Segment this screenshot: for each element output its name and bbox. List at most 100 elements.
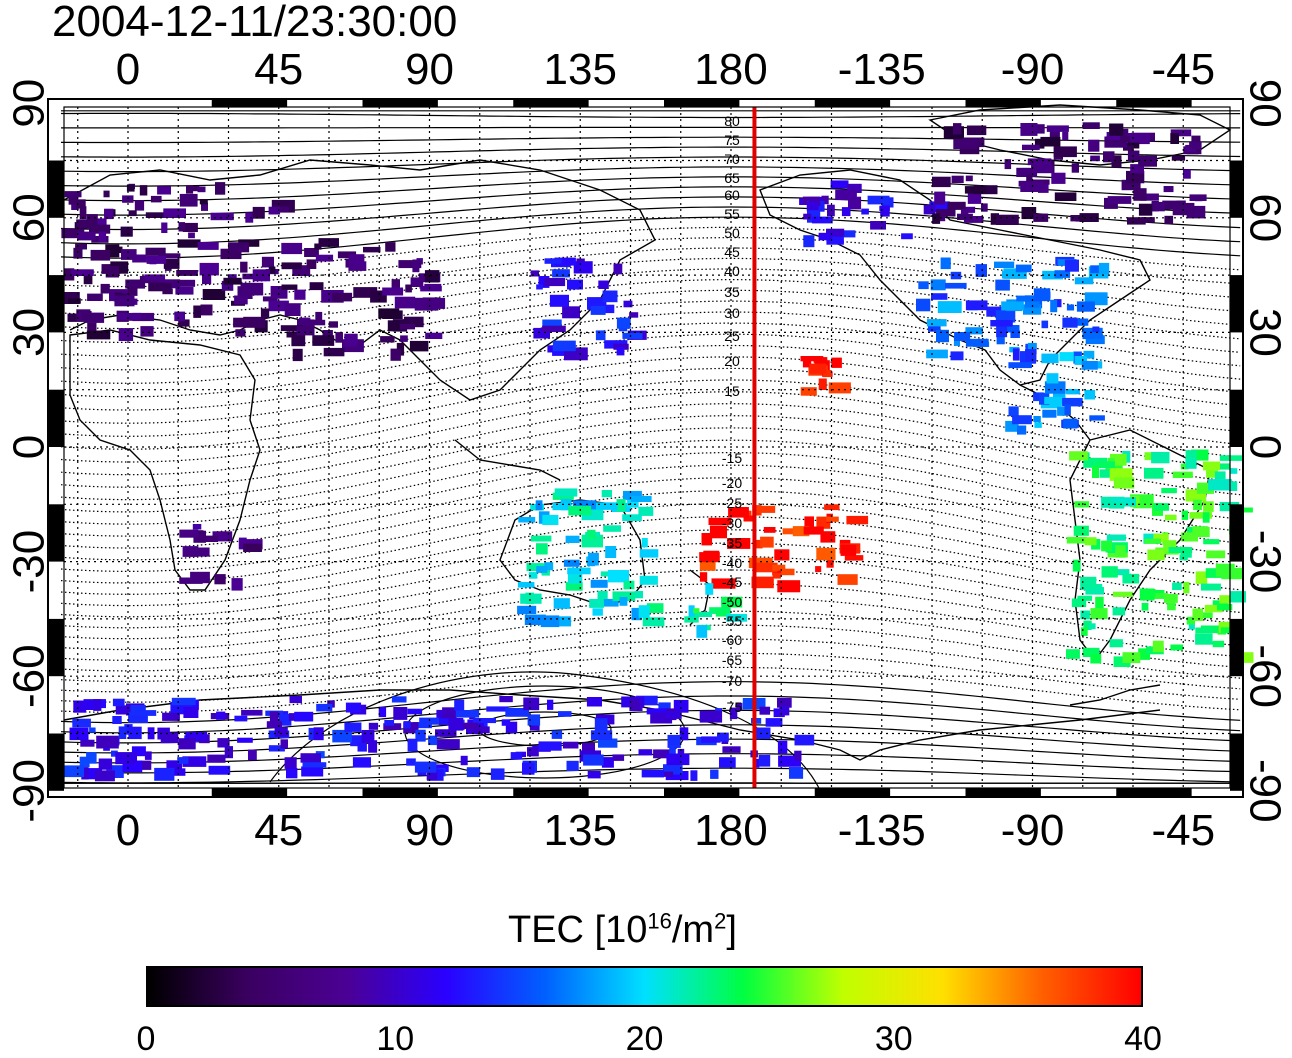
colorbar-tick-label: 0	[137, 1021, 156, 1057]
tec-cell	[868, 196, 890, 205]
tec-cell	[1085, 537, 1097, 545]
tec-cell	[145, 751, 152, 760]
tec-cell	[1165, 515, 1177, 521]
tec-cell	[1072, 163, 1079, 172]
tec-cell	[1082, 361, 1098, 370]
tec-cell	[154, 768, 174, 781]
tec-cell	[801, 387, 817, 396]
right-lat-tick: 90	[1241, 79, 1290, 128]
tec-cell	[1075, 277, 1094, 284]
tec-cell	[951, 351, 964, 360]
tec-cell	[1080, 213, 1099, 222]
frame-bar	[363, 788, 438, 797]
tec-cell	[591, 730, 612, 740]
tec-cell	[188, 233, 195, 239]
contour-line	[61, 653, 1240, 702]
contour-line	[61, 584, 1240, 650]
left-lat-tick: -30	[4, 530, 53, 594]
tec-cell	[395, 297, 415, 309]
tec-cell	[1054, 146, 1077, 157]
tec-cell	[114, 296, 134, 307]
tec-cell	[703, 551, 719, 561]
left-lat-tick: 30	[4, 308, 53, 357]
tec-cell	[115, 752, 137, 764]
tec-cell	[588, 771, 601, 779]
tec-cell	[344, 723, 361, 732]
tec-cell	[163, 208, 186, 218]
contour-label: -40	[722, 555, 742, 571]
tec-cell	[1122, 574, 1139, 584]
tec-cell	[518, 582, 535, 588]
tec-data-points	[61, 122, 1253, 781]
tec-cell	[178, 239, 201, 247]
top-lon-tick: -135	[838, 45, 926, 94]
tec-cell	[826, 517, 839, 522]
tec-cell	[642, 770, 664, 778]
tec-cell	[140, 326, 153, 337]
tec-cell	[267, 721, 282, 728]
tec-cell	[558, 711, 572, 717]
tec-cell	[518, 517, 535, 523]
tec-cell	[995, 280, 1010, 291]
tec-cell	[838, 574, 858, 585]
tec-cell	[1109, 502, 1124, 508]
contour-line	[61, 465, 1240, 548]
tec-cell	[622, 514, 642, 521]
frame-bar	[664, 99, 739, 107]
tec-cell	[177, 757, 188, 764]
tec-cell	[323, 330, 333, 336]
tec-cell	[523, 698, 539, 711]
bottom-lon-tick: 90	[405, 806, 454, 855]
contour-label: 20	[724, 353, 740, 369]
tec-cell	[1081, 627, 1088, 636]
tec-cell	[1013, 348, 1020, 360]
tec-cell	[1080, 611, 1090, 620]
tec-cell	[684, 616, 698, 622]
tec-cell	[99, 232, 106, 242]
tec-cell	[119, 328, 133, 341]
tec-cell	[1144, 539, 1161, 544]
tec-cell	[415, 762, 437, 773]
tec-cell	[1033, 165, 1054, 172]
tec-cell	[1067, 305, 1074, 311]
tec-cell	[816, 548, 835, 560]
tec-cell	[162, 289, 172, 295]
tec-cell	[228, 242, 249, 252]
tec-cell	[861, 209, 869, 215]
tec-cell	[640, 576, 658, 585]
tec-cell	[437, 739, 460, 749]
tec-cell	[303, 762, 327, 767]
tec-cell	[235, 329, 245, 336]
frame-bar	[513, 788, 588, 797]
tec-cell	[172, 698, 196, 705]
right-lat-tick: -30	[1241, 530, 1290, 594]
tec-cell	[598, 591, 608, 599]
tec-cell	[392, 696, 407, 702]
tec-cell	[164, 259, 180, 269]
tec-cell	[1128, 133, 1150, 144]
tec-cell	[80, 740, 94, 747]
tec-cell	[118, 313, 141, 320]
tec-cell	[517, 606, 536, 614]
tec-cell	[147, 256, 166, 264]
tec-cell	[161, 223, 167, 234]
top-lon-tick: 135	[544, 45, 617, 94]
tec-cell	[547, 700, 553, 710]
tec-cell	[617, 347, 625, 356]
tec-cell	[1216, 564, 1235, 577]
tec-cell	[346, 703, 361, 713]
tec-cell	[700, 711, 722, 723]
contour-line	[61, 113, 1240, 117]
tec-cell	[73, 701, 86, 713]
bottom-lon-tick: 180	[694, 806, 767, 855]
tec-cell	[1034, 288, 1051, 301]
tec-cell	[700, 572, 707, 582]
tec-cell	[591, 306, 606, 315]
tec-cell	[589, 599, 604, 608]
tec-cell	[491, 768, 505, 780]
tec-cell	[1151, 452, 1169, 463]
tec-cell	[994, 262, 1014, 268]
tec-cell	[1001, 301, 1024, 310]
tec-cell	[215, 182, 225, 195]
tec-cell	[1161, 488, 1177, 493]
